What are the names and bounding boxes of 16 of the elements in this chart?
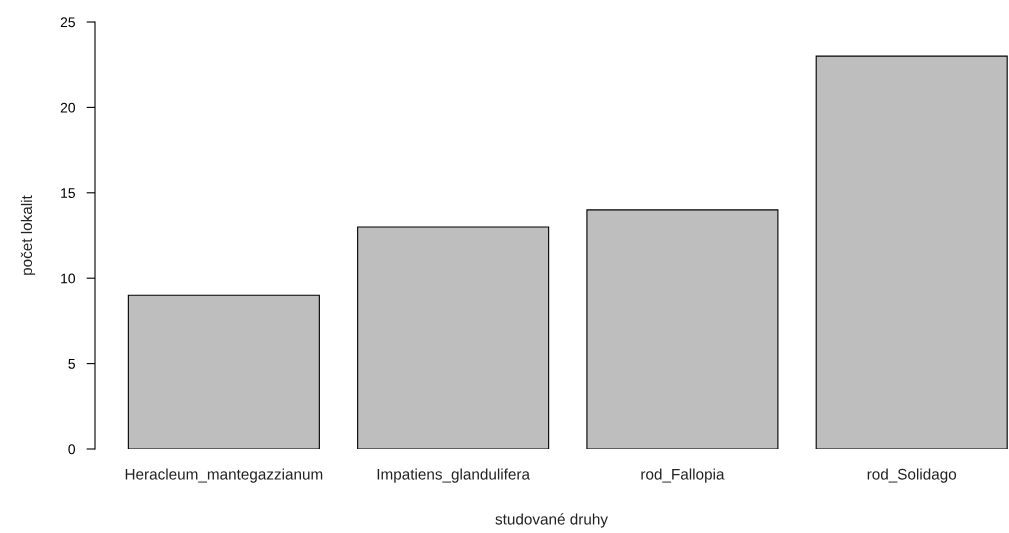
y-tick-label: 0 xyxy=(68,444,76,455)
y-tick-label: 15 xyxy=(61,188,75,198)
x-axis-title: studované druhy xyxy=(495,513,608,528)
y-tick-label: 25 xyxy=(60,17,75,28)
y-axis-title: počet lokalit xyxy=(20,195,36,275)
x-tick-label: rod_Fallopia xyxy=(641,468,725,483)
bar xyxy=(357,226,550,449)
y-tick-label: 5 xyxy=(68,359,75,369)
x-tick-label: rod_Solidago xyxy=(867,468,957,483)
bar xyxy=(815,55,1008,449)
bar xyxy=(586,209,779,449)
y-tick-label: 10 xyxy=(61,273,76,284)
y-tick-label: 20 xyxy=(60,102,76,113)
x-tick-label: Impatiens_glandulifera xyxy=(377,468,530,483)
bar xyxy=(127,294,320,449)
x-tick-label: Heracleum_mantegazzianum xyxy=(125,468,323,483)
